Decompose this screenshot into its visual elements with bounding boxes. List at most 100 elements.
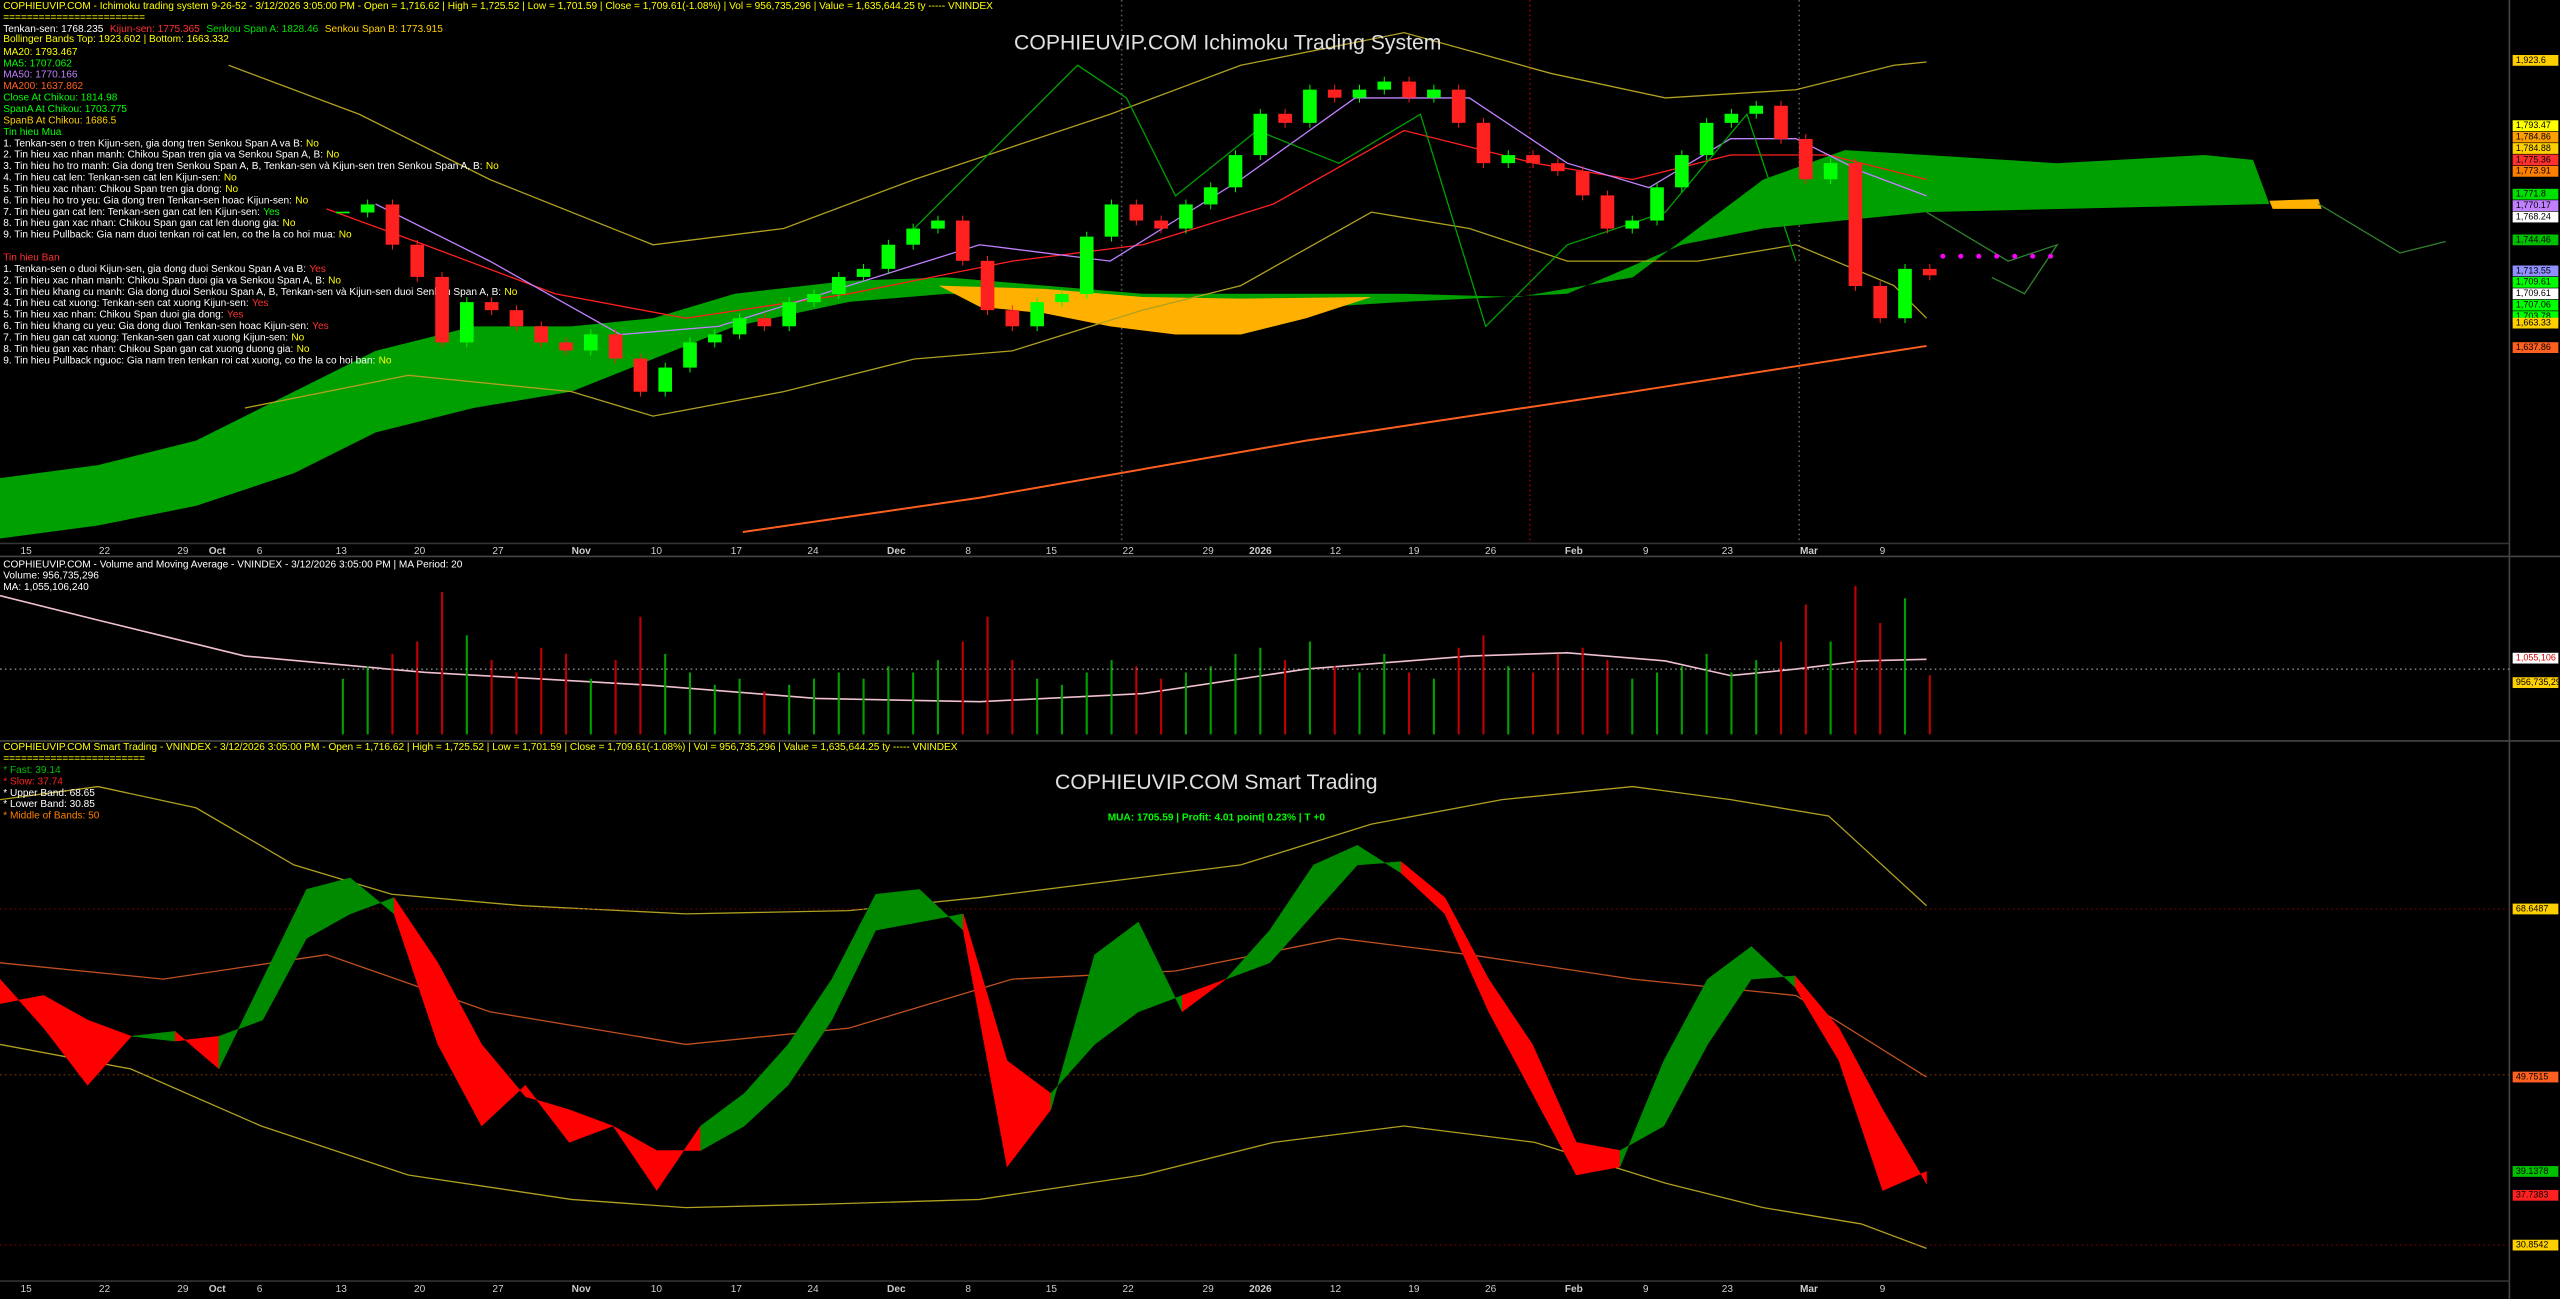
signal-text: 9. Tin hieu Pullback nguoc: Gia nam tren… <box>3 355 375 366</box>
date-label: Feb <box>1565 1284 1583 1295</box>
candle <box>831 276 846 295</box>
signal-text: 2. Tin hieu xac nhan manh: Chikou Span d… <box>3 275 325 286</box>
candle <box>1079 236 1094 295</box>
candle <box>633 358 648 392</box>
date-label: 2026 <box>1249 1284 1272 1295</box>
price-label: 1,707.06 <box>2516 300 2551 310</box>
date-label: 24 <box>807 1284 819 1295</box>
price-label-box <box>2512 211 2559 223</box>
date-label: 19 <box>1408 546 1420 557</box>
candle <box>336 211 350 214</box>
candle <box>1798 138 1813 180</box>
fast-slow-band <box>1882 1108 1927 1191</box>
candle <box>1030 302 1044 327</box>
signal-text: 1. Tenkan-sen o duoi Kijun-sen, gia dong… <box>3 264 306 275</box>
date-label: Oct <box>209 1284 226 1295</box>
candle <box>1327 89 1342 98</box>
volume-label: 1,055,106 <box>2516 653 2556 663</box>
signal-answer: No <box>291 332 304 343</box>
date-label: 13 <box>336 1284 348 1295</box>
price-label-box <box>2512 299 2559 311</box>
separator: ======================== <box>3 754 145 765</box>
price-label-box <box>2512 54 2559 66</box>
date-label: 9 <box>1643 1284 1649 1295</box>
signal-answer: No <box>297 344 310 355</box>
candle <box>1203 187 1218 205</box>
signal-text: 8. Tin hieu gan xac nhan: Chikou Span ga… <box>3 218 279 229</box>
candle <box>534 326 549 343</box>
candle <box>410 244 425 277</box>
price-label-box <box>2512 342 2559 353</box>
candle <box>1055 294 1069 303</box>
date-label: 9 <box>1880 1284 1886 1295</box>
candle <box>1526 155 1540 164</box>
date-label: 29 <box>1203 1284 1215 1295</box>
param-text: * Upper Band: 68.65 <box>3 788 95 799</box>
date-label: 17 <box>731 1284 743 1295</box>
kijun-line <box>326 129 1927 319</box>
osc-label: 49.7515 <box>2516 1071 2548 1081</box>
price-label-box <box>2512 288 2559 300</box>
price-label: 1,768.24 <box>2516 211 2551 221</box>
indicator-text: Senkou Span A: 1828.46 <box>206 24 318 35</box>
price-label: 1,771.8 <box>2516 189 2546 199</box>
candle <box>856 268 871 277</box>
signal-answer: No <box>339 230 352 241</box>
candle <box>1551 163 1565 172</box>
candle <box>559 342 573 351</box>
fast-slow-band <box>568 1109 614 1143</box>
signal-text: 7. Tin hieu gan cat len: Tenkan-sen gan … <box>3 207 260 218</box>
volume-label-box <box>2512 652 2559 664</box>
date-label: 15 <box>20 1284 32 1295</box>
candle <box>1377 81 1392 90</box>
param-text: * Lower Band: 30.85 <box>3 799 95 810</box>
candle <box>906 228 920 245</box>
candle <box>1104 204 1119 237</box>
date-label: 12 <box>1330 1284 1342 1295</box>
candle <box>1898 268 1912 319</box>
signal-answer: No <box>504 287 517 298</box>
price-label: 1,637.86 <box>2516 342 2551 352</box>
osc-label-box <box>2512 1239 2559 1251</box>
indicator-text: Senkou Span B: 1773.915 <box>325 24 443 35</box>
date-label: 22 <box>99 546 111 557</box>
volume-ma-text: MA: 1,055,106,240 <box>3 582 89 593</box>
candle <box>1129 204 1144 221</box>
cloud-bearish <box>938 285 1372 335</box>
separator: ======================== <box>3 13 145 24</box>
panel-title: COPHIEUVIP.COM Ichimoku Trading System <box>1014 32 1441 55</box>
date-label: Mar <box>1800 546 1818 557</box>
date-label: 29 <box>177 1284 189 1295</box>
candle <box>1922 268 1937 276</box>
price-label: 1,773.91 <box>2516 166 2551 176</box>
ma50-line <box>375 97 1927 336</box>
signal-answer: No <box>225 184 238 195</box>
indicator-text: Close At Chikou: 1814.98 <box>3 93 117 104</box>
candle <box>1650 187 1664 221</box>
indicator-text: SpanB At Chikou: 1686.5 <box>3 115 116 126</box>
date-label: 29 <box>177 546 189 557</box>
price-label-box <box>2512 188 2559 200</box>
signal-answer: Yes <box>252 298 269 309</box>
price-label-box <box>2512 311 2559 322</box>
indicator-text: MA20: 1793.467 <box>3 47 78 58</box>
indicator-text: MA50: 1770.166 <box>3 70 78 81</box>
signal-text: 4. Tin hieu cat len: Tenkan-sen cat len … <box>3 173 220 184</box>
candle <box>583 334 598 351</box>
price-label: 1,709.61 <box>2516 277 2551 287</box>
indicator-text: MA200: 1637.862 <box>3 81 83 92</box>
signal-answer: Yes <box>309 264 326 275</box>
signal-dots <box>1940 253 2054 259</box>
date-label: 15 <box>1046 546 1058 557</box>
price-label: 1,784.86 <box>2516 131 2551 141</box>
date-label: 27 <box>492 546 504 557</box>
date-label: 6 <box>257 546 263 557</box>
candle <box>1724 113 1739 123</box>
date-label: 23 <box>1722 546 1734 557</box>
candle <box>1253 113 1268 156</box>
date-label: 27 <box>492 1284 504 1295</box>
price-label: 1,784.88 <box>2516 143 2551 153</box>
price-label: 1,663.33 <box>2516 317 2551 327</box>
trade-status: MUA: 1705.59 | Profit: 4.01 point| 0.23%… <box>1108 812 1326 823</box>
